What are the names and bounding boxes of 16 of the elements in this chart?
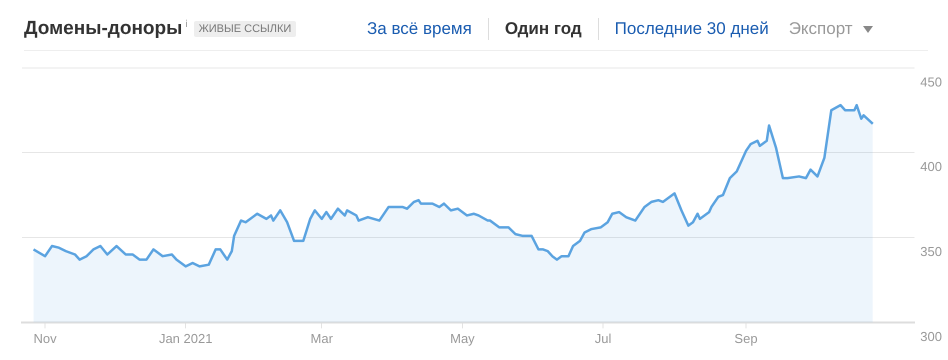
x-tick-label: Jan 2021	[158, 330, 212, 346]
y-tick-label: 450	[920, 74, 942, 90]
y-tick-label: 300	[920, 328, 942, 344]
text: За всё время	[367, 19, 472, 39]
y-tick-label: 400	[920, 159, 942, 174]
x-tick-label: May	[450, 330, 476, 346]
text: Экспорт	[788, 19, 853, 39]
y-tick-label: 350	[920, 244, 942, 260]
x-tick-label: Mar	[310, 330, 334, 346]
text: Последние 30 дней	[614, 19, 769, 39]
text: Один год	[504, 19, 582, 39]
chart-title: Домены-доноры$^{i}$	[24, 18, 189, 40]
chart-subtitle: ЖИВЫЕ ССЫЛКИ	[194, 21, 296, 37]
x-tick-label: Nov	[33, 330, 58, 346]
x-tick-label: Jul	[594, 330, 612, 346]
x-tick-label: Sep	[734, 330, 758, 346]
